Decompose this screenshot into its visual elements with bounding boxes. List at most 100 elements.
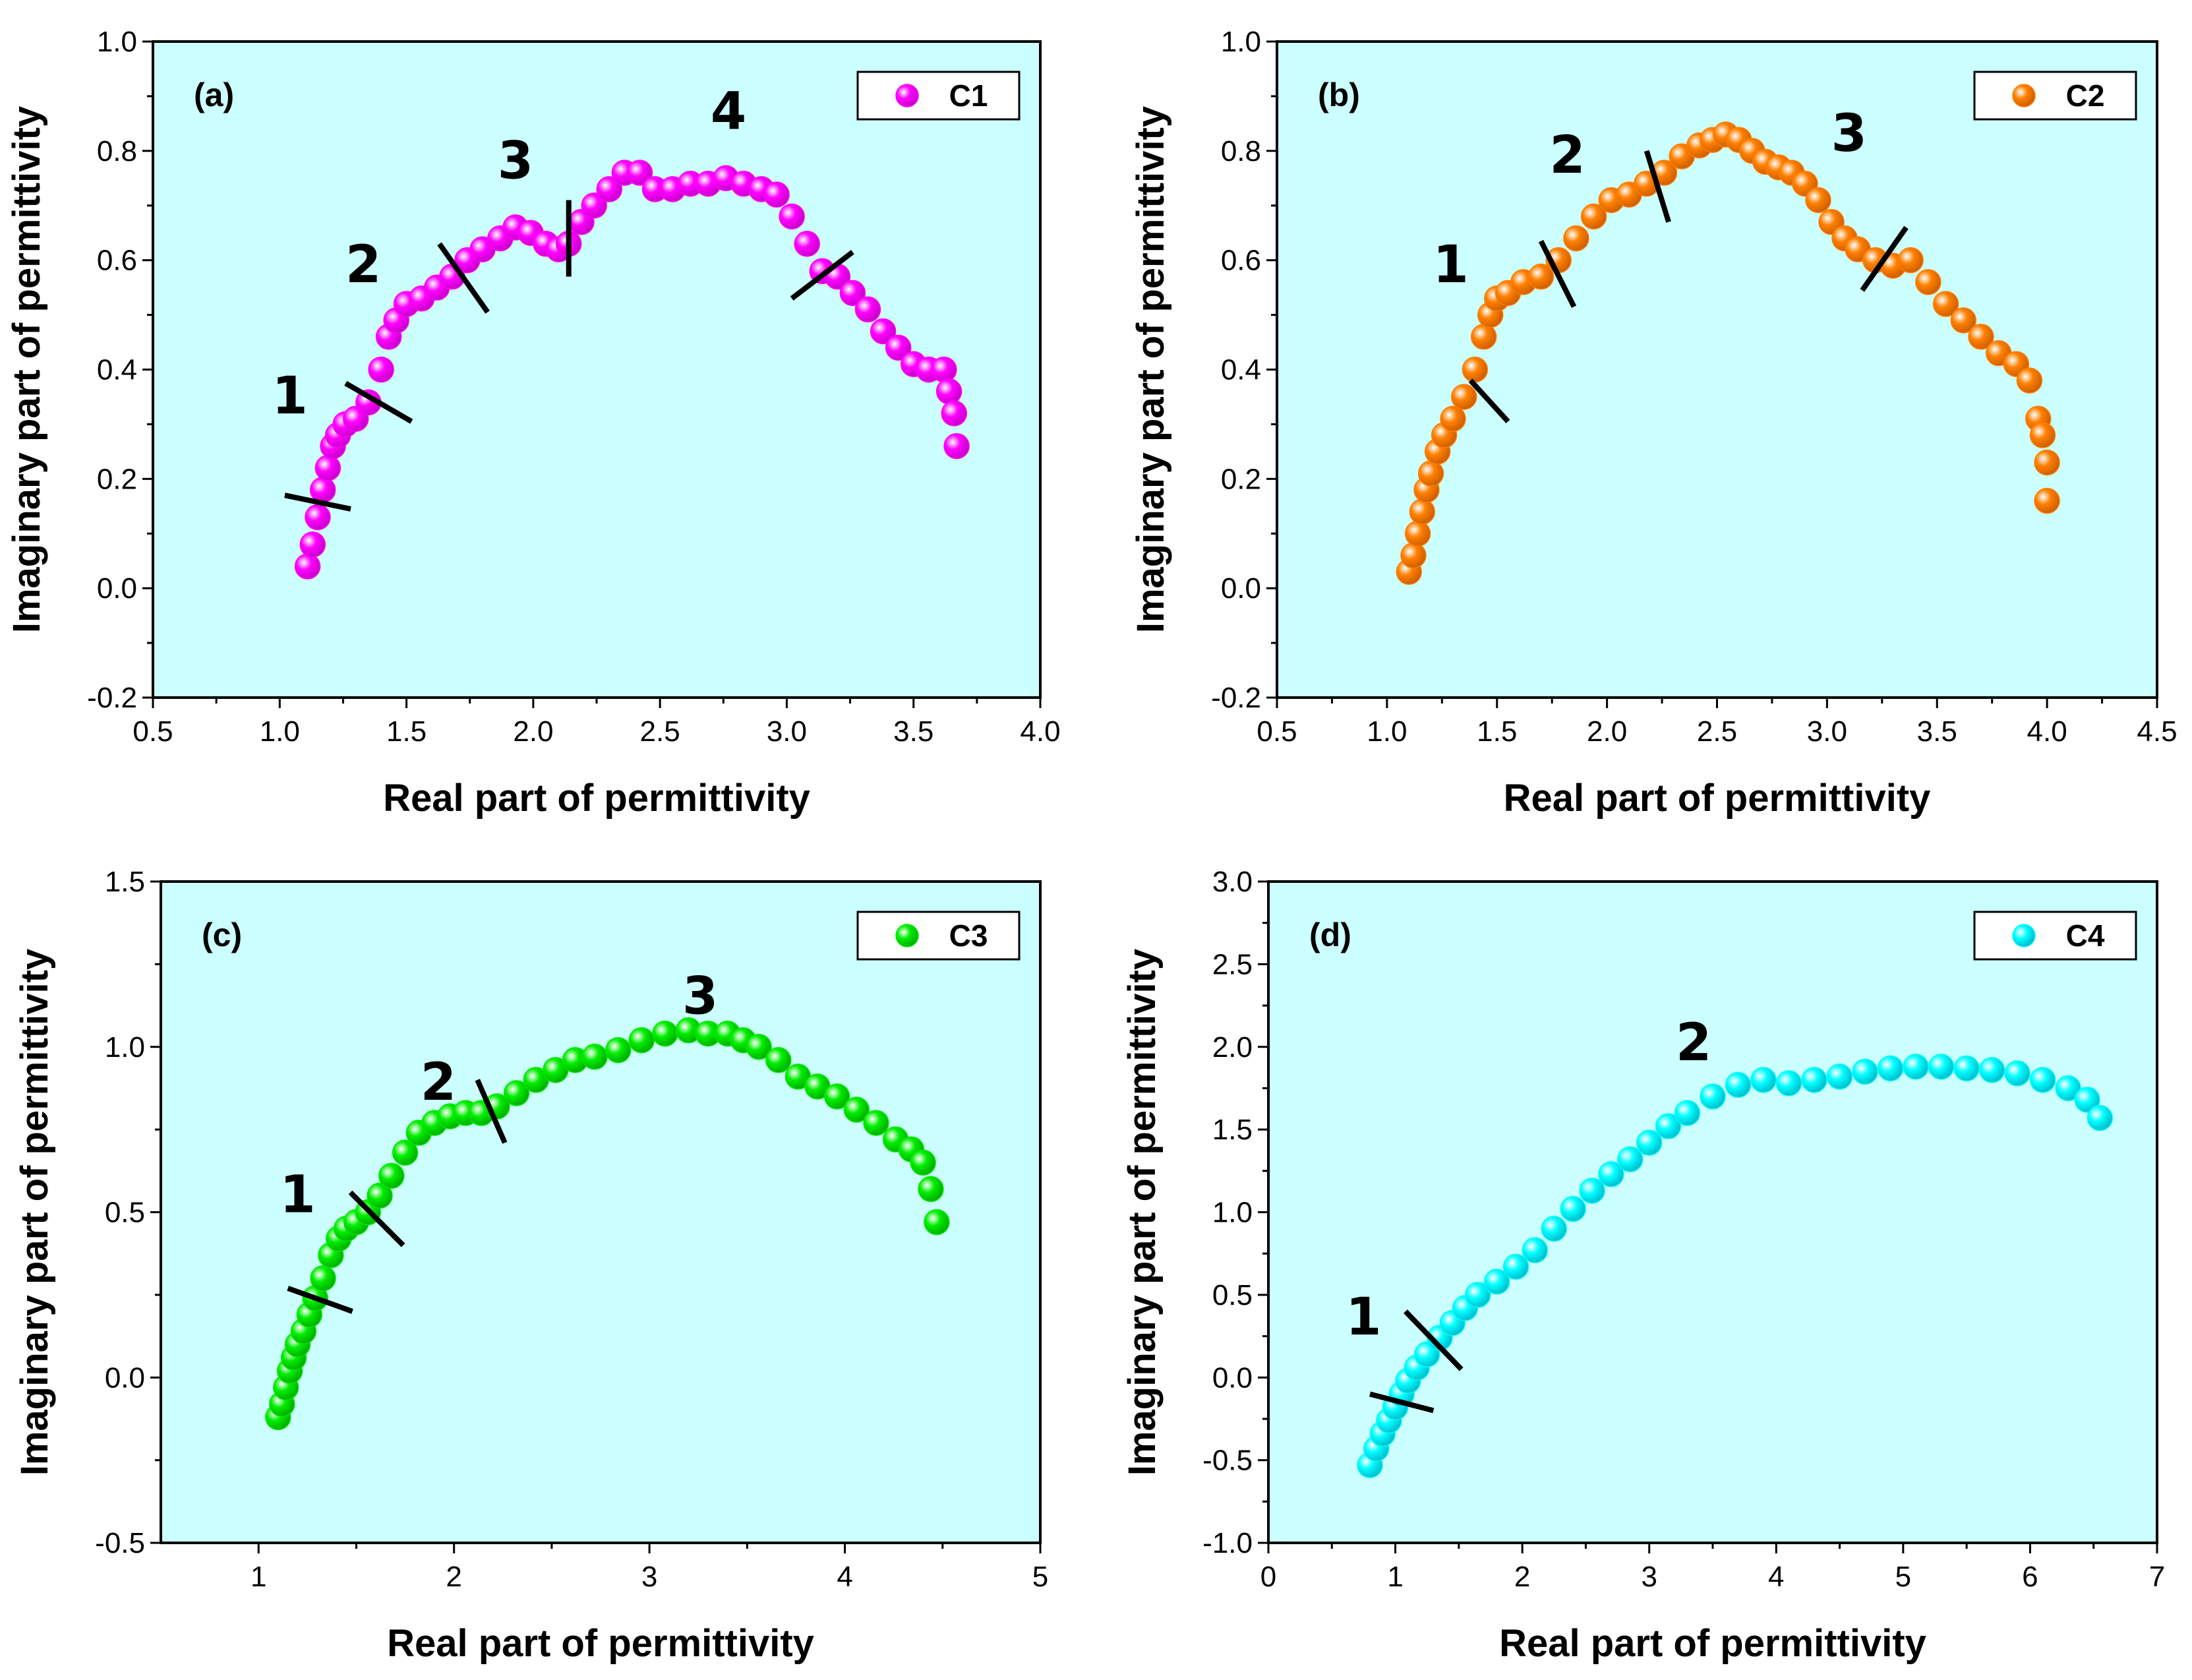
- data-point: [378, 1162, 405, 1189]
- x-tick-label: 1: [251, 1561, 266, 1593]
- data-point: [854, 296, 881, 323]
- region-separator: [1644, 150, 1671, 223]
- x-tick-label: 4.0: [2027, 715, 2067, 748]
- panel-label: (d): [1309, 916, 1351, 953]
- data-point: [626, 160, 653, 186]
- legend: C4: [1973, 911, 2137, 961]
- region-label: 1: [280, 1166, 315, 1225]
- region-separator: [790, 250, 854, 301]
- data-point: [2029, 422, 2056, 448]
- data-point: [1805, 187, 1831, 214]
- region-separator: [1369, 1391, 1435, 1414]
- region-separator: [475, 1079, 508, 1144]
- data-point: [1617, 1146, 1644, 1173]
- x-tick-label: 1.5: [386, 715, 427, 748]
- data-point: [823, 1083, 850, 1110]
- data-point: [1450, 384, 1477, 410]
- data-point: [1801, 1067, 1827, 1093]
- region-separator: [437, 242, 490, 314]
- x-tick-label: 3.5: [1917, 715, 1957, 748]
- data-point: [1655, 1113, 1682, 1139]
- y-tick-label: 0.4: [1221, 354, 1261, 386]
- y-tick-label: 0.8: [97, 135, 137, 167]
- region-separator: [1404, 1309, 1464, 1371]
- data-point: [1968, 324, 1994, 350]
- plot-frame: [152, 40, 1042, 699]
- region-label: 1: [272, 367, 308, 426]
- legend: C2: [1973, 71, 2137, 121]
- data-point: [924, 1209, 950, 1236]
- legend-label: C1: [949, 78, 988, 113]
- data-point: [1417, 460, 1444, 487]
- data-point: [870, 318, 897, 345]
- data-point: [1775, 1070, 1802, 1096]
- y-tick-label: 2.5: [1212, 948, 1253, 980]
- data-point: [294, 553, 321, 580]
- data-point: [779, 203, 805, 230]
- legend: C3: [856, 911, 1021, 961]
- region-label: 1: [1433, 235, 1469, 295]
- data-point: [2004, 1060, 2030, 1087]
- data-point: [1527, 263, 1555, 290]
- data-point: [1462, 356, 1489, 383]
- x-tick-label: 2.5: [1697, 715, 1737, 748]
- data-point: [765, 1047, 792, 1073]
- x-tick-label: 1.0: [1367, 715, 1407, 748]
- data-point: [843, 1096, 870, 1123]
- data-point: [2055, 1075, 2081, 1102]
- region-separator: [1538, 239, 1577, 308]
- data-point: [299, 531, 326, 558]
- data-point: [918, 1176, 944, 1203]
- y-tick-label: 0.5: [105, 1197, 145, 1229]
- y-tick-label: 1.0: [97, 26, 137, 58]
- x-tick-label: 5: [1032, 1561, 1048, 1593]
- data-point: [941, 400, 967, 427]
- x-tick-label: 5: [1895, 1561, 1911, 1593]
- data-point: [367, 1182, 393, 1209]
- plot-frame: [1276, 40, 2158, 699]
- data-point: [794, 231, 820, 257]
- y-tick-label: 0.0: [105, 1362, 145, 1394]
- chart-panel-3: 1 2 3 4 5 -0.5 0.0 0.5 1.0 1.5 Real part of permit…: [13, 866, 1048, 1665]
- x-tick-label: 0.5: [1257, 715, 1297, 748]
- x-tick-label: 4.0: [1020, 715, 1060, 748]
- x-tick-label: 3: [1641, 1561, 1657, 1593]
- data-point: [581, 193, 607, 219]
- data-point: [1636, 1129, 1663, 1156]
- plot-area: [161, 882, 1040, 1543]
- legend-label: C2: [2066, 78, 2105, 113]
- y-tick-label: 0.8: [1221, 135, 1261, 167]
- y-axis-title: Imaginary part of permittivity: [1121, 949, 1164, 1476]
- data-point: [310, 1265, 336, 1292]
- region-label: 1: [1346, 1288, 1381, 1347]
- x-tick-label: 3.0: [767, 715, 807, 748]
- data-point: [1950, 307, 1977, 334]
- data-point: [1464, 1282, 1491, 1308]
- data-point: [1953, 1055, 1980, 1082]
- x-tick-label: 0: [1260, 1561, 1276, 1593]
- x-tick-label: 2: [1514, 1561, 1530, 1593]
- region-label: 3: [682, 967, 718, 1027]
- legend: C1: [856, 71, 1021, 121]
- y-tick-label: 1.0: [105, 1031, 145, 1064]
- legend-box: [1973, 71, 2137, 121]
- y-tick-label: 0.6: [97, 245, 137, 277]
- y-tick-label: -0.5: [95, 1527, 145, 1559]
- data-point: [1852, 1058, 1878, 1085]
- region-separator: [344, 380, 413, 424]
- data-point: [652, 1020, 678, 1047]
- chart-panel-2: 0.5 1.0 1.5 2.0 2.5 3.0 3.5 4.0 4.5 -0.2 0.0 0.2 0.4…: [1129, 26, 2177, 820]
- y-tick-label: 1.5: [1212, 1114, 1253, 1146]
- plot-frame: [1267, 880, 2158, 1544]
- data-point: [1598, 1161, 1624, 1187]
- data-point: [910, 1149, 936, 1176]
- data-point: [392, 1139, 419, 1166]
- x-tick-label: 6: [2022, 1561, 2038, 1593]
- data-point: [596, 176, 622, 202]
- data-point: [1725, 1071, 1752, 1098]
- y-tick-label: 0.6: [1221, 245, 1261, 277]
- y-tick-label: -0.2: [1211, 682, 1261, 714]
- y-tick-label: 0.0: [1221, 572, 1261, 605]
- data-point: [2034, 449, 2060, 476]
- region-separator: [287, 1286, 353, 1314]
